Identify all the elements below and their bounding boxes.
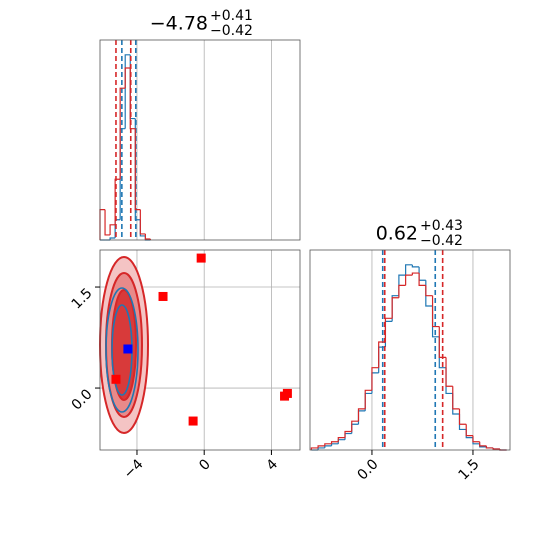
histogram-step: [344, 430, 352, 438]
x-tick-label: 1.5: [456, 456, 483, 483]
histogram-step: [458, 413, 467, 431]
histogram-step: [438, 326, 447, 359]
histogram-step: [485, 445, 494, 449]
sample-point: [158, 291, 168, 301]
histogram-step: [445, 357, 453, 387]
truth-point: [123, 344, 133, 354]
x-tick-label: 4: [263, 456, 281, 474]
histogram-step: [384, 320, 393, 348]
histogram-step: [310, 447, 319, 450]
histogram-step: [351, 423, 359, 434]
title-minus: −0.42: [420, 233, 463, 249]
histogram-step: [458, 408, 467, 425]
histogram-step: [431, 295, 440, 328]
histogram-step: [109, 224, 116, 235]
histogram-step: [324, 443, 332, 446]
histogram-step: [479, 441, 487, 447]
histogram-step: [134, 128, 141, 211]
title-value: 0.62: [376, 223, 418, 245]
histogram-step: [330, 441, 339, 444]
histogram-step: [411, 272, 420, 276]
histogram-step: [405, 264, 413, 276]
x-tick-label: −4: [121, 456, 147, 482]
histogram-step: [411, 264, 420, 268]
histogram-step: [418, 273, 426, 286]
sample-point: [188, 416, 198, 426]
histogram-step: [337, 437, 346, 442]
histogram-step: [371, 372, 379, 394]
y-tick-label: 1.5: [69, 285, 96, 312]
histogram-step: [391, 297, 399, 319]
histogram-step: [371, 367, 379, 391]
histogram-step: [124, 54, 131, 129]
histogram-step: [445, 367, 453, 395]
histogram-step: [144, 233, 151, 240]
histogram-step: [425, 280, 433, 307]
histogram-step: [452, 393, 460, 415]
histogram-step: [357, 410, 366, 425]
x-tick-label: 0: [196, 456, 214, 474]
histogram-step: [472, 437, 480, 445]
histogram-step: [324, 445, 332, 448]
histogram-step: [472, 435, 480, 443]
histogram-step: [119, 87, 126, 180]
histogram-step: [364, 389, 372, 409]
histogram-step: [425, 285, 433, 297]
histogram-step: [405, 274, 413, 286]
panel-frame: [309, 249, 511, 451]
panel-frame: [99, 249, 301, 451]
histogram-step: [398, 284, 406, 298]
histogram-step: [109, 237, 116, 240]
title-value: −4.78: [150, 13, 208, 35]
title-plus: +0.41: [210, 8, 253, 24]
y-tick-label: 0.0: [69, 386, 96, 413]
histogram-step: [391, 295, 399, 322]
panel-frame: [99, 39, 301, 241]
histogram-step: [351, 420, 359, 432]
histogram-step: [99, 209, 106, 240]
histogram-step: [465, 424, 473, 437]
histogram-step: [330, 443, 339, 446]
sample-point: [282, 388, 292, 398]
sample-point: [196, 253, 206, 263]
histogram-step: [364, 392, 372, 411]
histogram-step: [114, 178, 121, 225]
histogram-step: [465, 429, 473, 439]
histogram-step: [124, 67, 131, 89]
histogram-step: [104, 209, 111, 236]
histogram-step: [317, 445, 325, 448]
contour: [105, 287, 139, 413]
histogram-step: [418, 266, 426, 281]
sample-point: [111, 374, 121, 384]
title-minus: −0.42: [210, 23, 253, 39]
histogram-step: [492, 447, 500, 450]
histogram-step: [337, 439, 346, 444]
histogram-step: [119, 128, 126, 220]
x-tick-label: 0.0: [355, 456, 382, 483]
histogram-step: [139, 209, 146, 235]
histogram-step: [452, 386, 460, 410]
histogram-step: [378, 341, 386, 368]
histogram-step: [357, 408, 366, 422]
histogram-step: [344, 432, 352, 440]
title-plus: +0.43: [420, 218, 463, 234]
